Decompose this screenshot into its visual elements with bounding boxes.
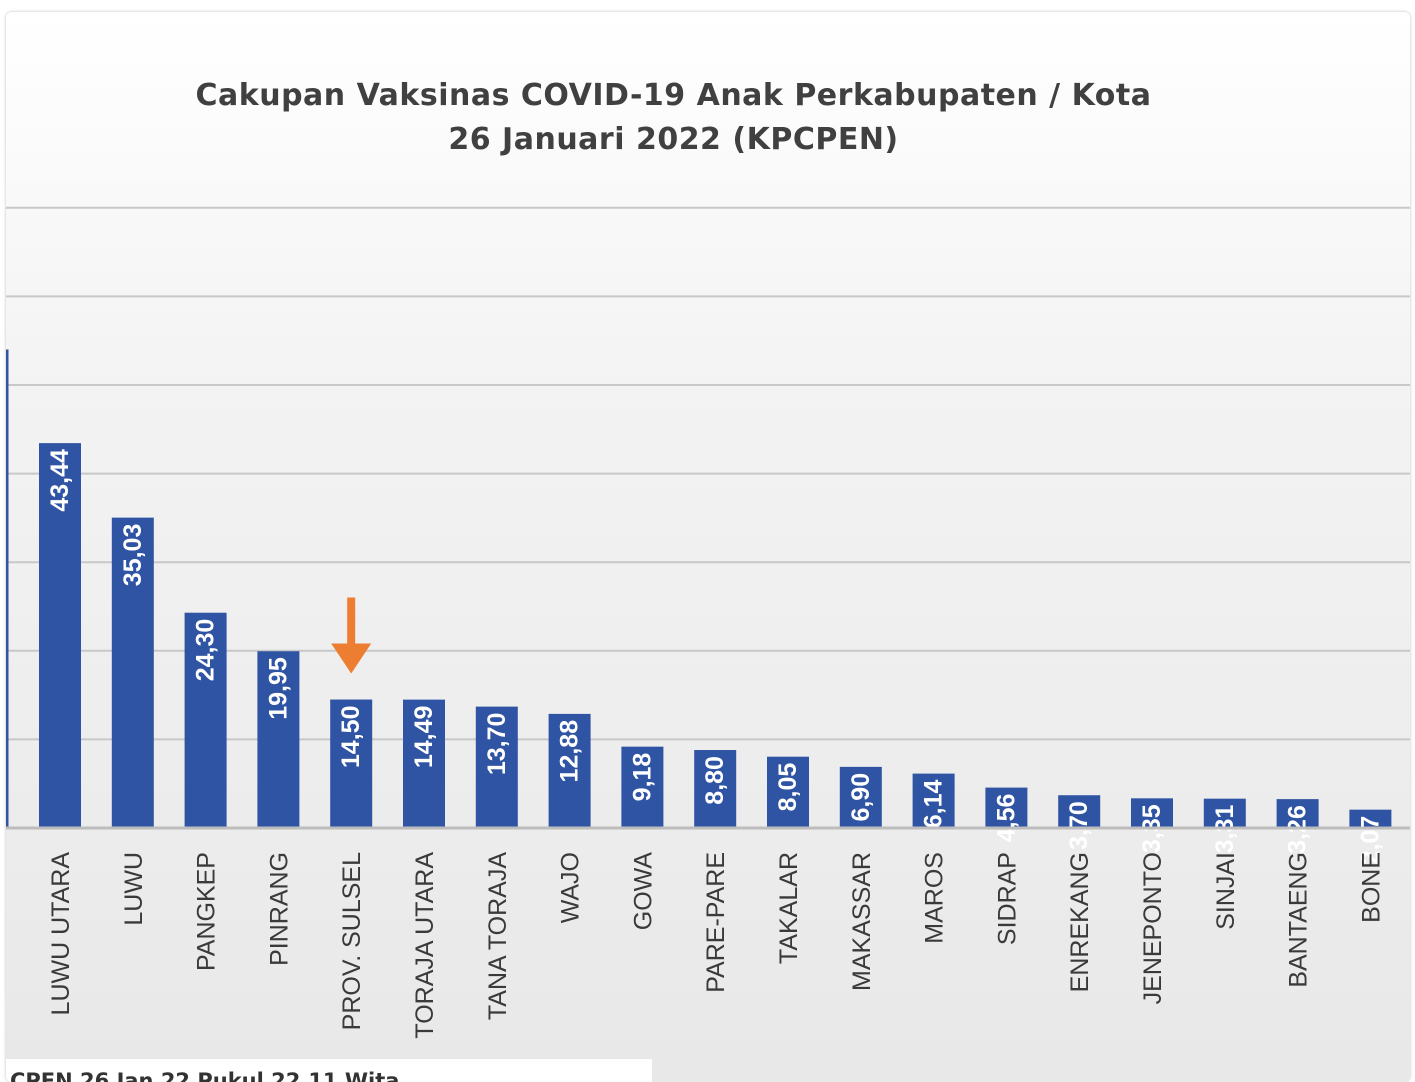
x-tick-label: PANGKEP — [193, 852, 221, 971]
x-tick-label: PINRANG — [265, 852, 293, 966]
data-label: 13,70 — [483, 713, 511, 776]
x-tick-label: MAKASSAR — [848, 852, 876, 991]
x-tick-label: TORAJA UTARA — [411, 852, 439, 1039]
data-label: 8,80 — [701, 756, 729, 805]
x-tick-label: LUWU — [120, 852, 148, 926]
data-label: 9,18 — [628, 753, 656, 802]
bar — [111, 517, 154, 828]
bar — [839, 766, 882, 828]
bar — [1349, 809, 1392, 828]
x-tick-label: BANTAENG — [1285, 852, 1313, 988]
bar — [475, 706, 518, 828]
chart-title: Cakupan Vaksinas COVID-19 Anak Perkabupa… — [6, 74, 1341, 162]
x-tick-label: GOWA — [629, 852, 657, 931]
bar — [1058, 795, 1101, 828]
x-tick-label: TAKALAR — [775, 852, 803, 964]
data-label: 24,30 — [192, 619, 220, 682]
data-label: 19,95 — [264, 657, 292, 720]
highlight-arrow-head — [331, 643, 372, 674]
bar — [330, 699, 373, 828]
x-tick-label: SIDRAP — [993, 852, 1021, 945]
data-label: 6,90 — [847, 773, 875, 822]
chart-title-line-1: Cakupan Vaksinas COVID-19 Anak Perkabupa… — [195, 78, 1152, 113]
data-label: 4,56 — [992, 794, 1020, 843]
chart-title-line-2: 26 Januari 2022 (KPCPEN) — [448, 122, 899, 157]
x-tick-label: WAJO — [557, 852, 585, 923]
bar — [621, 746, 664, 828]
bar — [1131, 798, 1173, 828]
x-tick-label: TANA TORAJA — [484, 852, 512, 1020]
x-tick-label: LUWU UTARA — [47, 852, 75, 1016]
bar — [1276, 799, 1319, 828]
data-label: 14,49 — [410, 706, 438, 769]
x-tick-label: ENREKANG — [1066, 852, 1094, 992]
data-label: 6,14 — [920, 780, 948, 829]
x-tick-label: MAROS — [921, 852, 949, 944]
bar — [39, 443, 81, 828]
data-label: 35,03 — [119, 524, 147, 587]
bar — [985, 787, 1028, 828]
bar — [257, 651, 300, 828]
bar — [1203, 798, 1246, 828]
x-tick-label: PARE-PARE — [702, 852, 730, 993]
data-label: 14,50 — [337, 706, 365, 769]
bar — [548, 713, 591, 828]
data-label: 12,88 — [556, 720, 584, 783]
data-label: 3,70 — [1065, 801, 1093, 850]
bar-chart-plot: 43,44 LUWU UTARA 35,03 LUWU 24,30 PANGKEP 19,9… — [6, 206, 1410, 1039]
source-note: CPEN 26 Jan 22 Pukul 22.11 Wita — [6, 1059, 652, 1082]
x-tick-label: BONE — [1357, 852, 1385, 923]
highlight-arrow-shaft — [347, 597, 356, 648]
bar — [912, 773, 955, 828]
data-label: 8,05 — [774, 763, 802, 812]
x-tick-label: SINJAI — [1212, 852, 1240, 930]
bar — [767, 756, 809, 828]
data-label: 43,44 — [46, 449, 74, 512]
bar — [184, 612, 227, 828]
bar — [694, 750, 737, 828]
chart-frame: Cakupan Vaksinas COVID-19 Anak Perkabupa… — [6, 12, 1410, 1082]
x-tick-label: PROV. SULSEL — [338, 852, 366, 1030]
bar — [403, 699, 445, 828]
data-label: 2,07 — [1356, 816, 1384, 865]
x-tick-label: JENEPONTO — [1139, 852, 1167, 1004]
